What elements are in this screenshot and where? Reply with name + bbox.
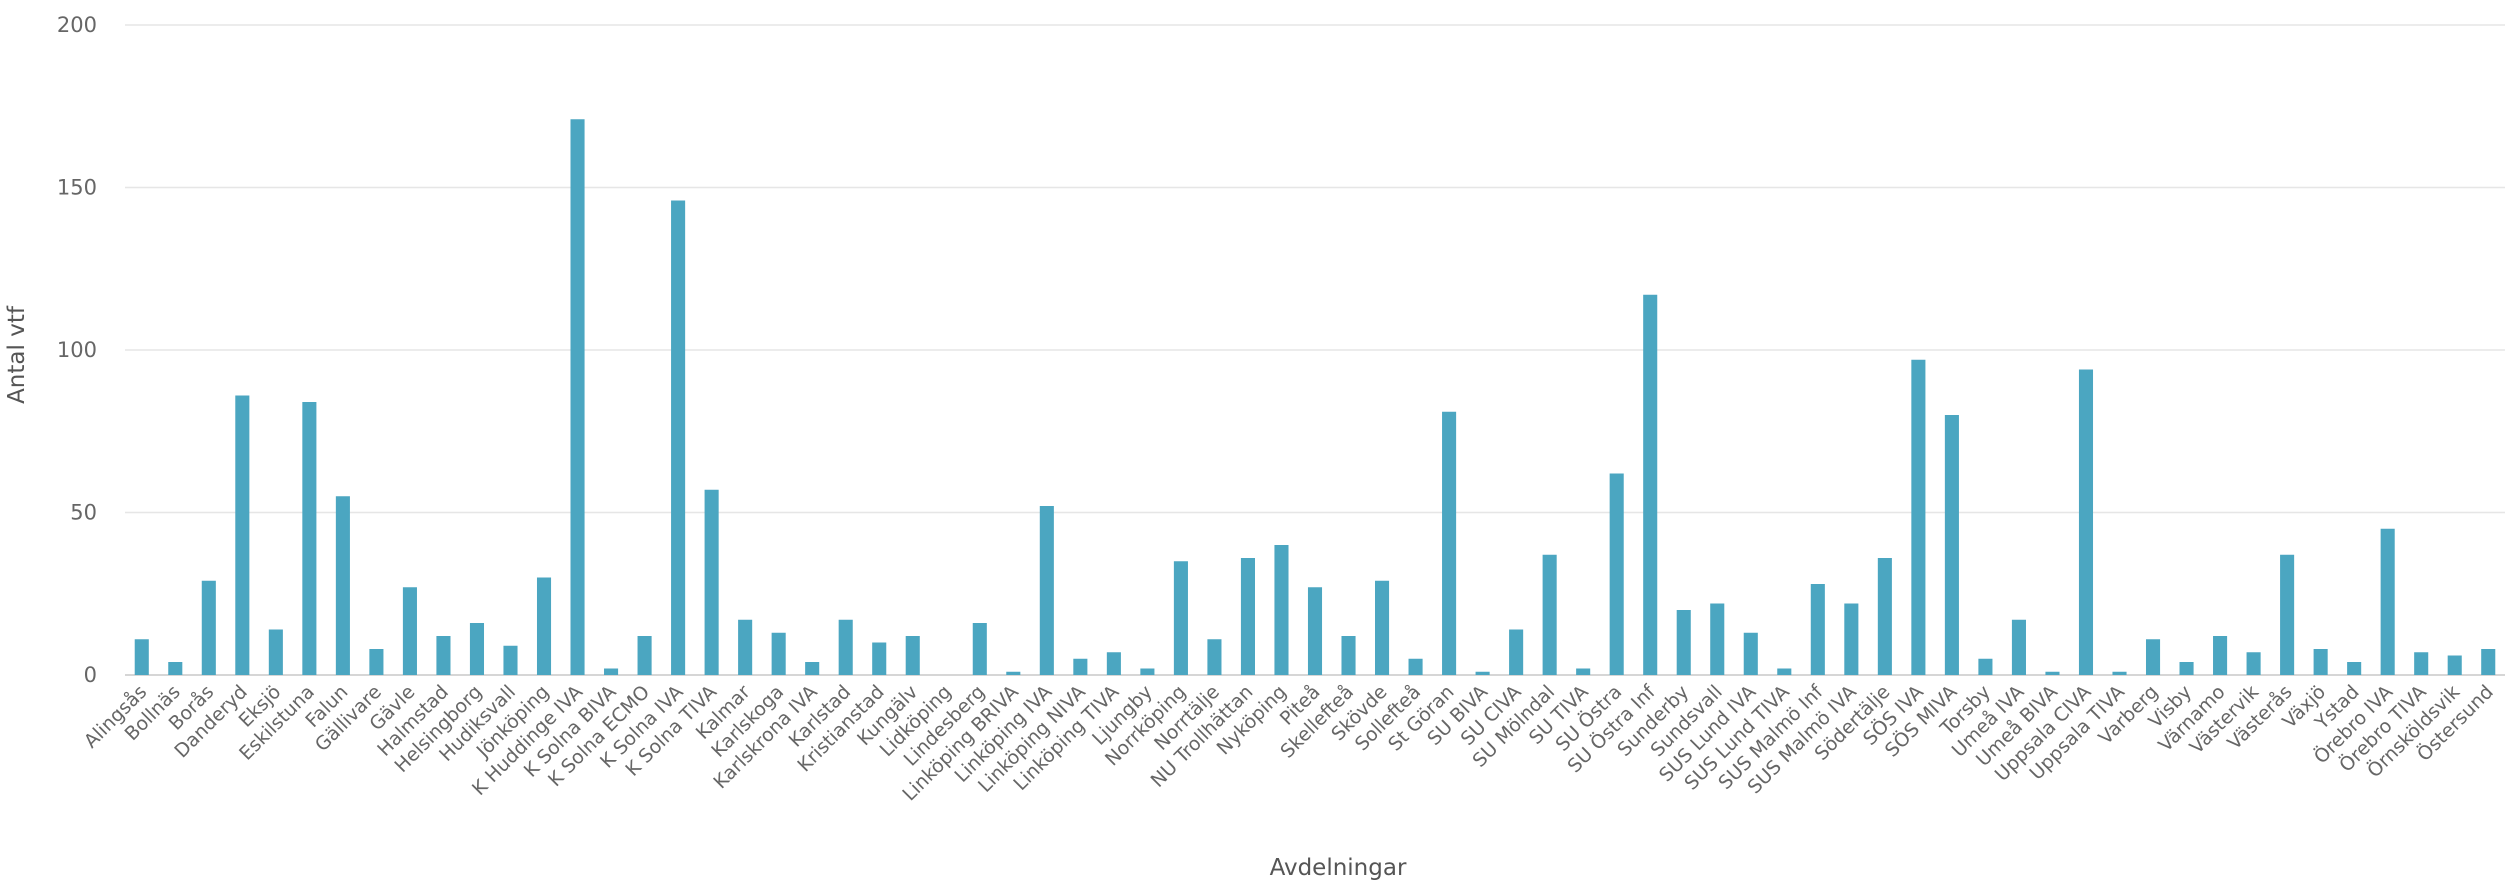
bar	[1207, 639, 1222, 675]
bar	[1173, 561, 1188, 675]
bar	[2313, 649, 2328, 675]
bar	[1676, 610, 1691, 675]
bar	[2447, 655, 2462, 675]
bar	[1073, 658, 1088, 675]
bar	[1743, 632, 1758, 675]
bar	[2011, 619, 2026, 675]
bar	[671, 200, 686, 675]
bar	[402, 587, 417, 675]
bar	[805, 662, 820, 675]
bar	[1911, 359, 1926, 675]
bars	[134, 119, 2496, 675]
bar	[1542, 554, 1557, 675]
bar	[2414, 652, 2429, 675]
bar	[1307, 587, 1323, 675]
bar	[1039, 506, 1054, 675]
bar	[134, 639, 149, 675]
bar	[2280, 554, 2295, 675]
bar	[704, 489, 719, 675]
bar	[1609, 473, 1624, 675]
bar	[1375, 580, 1390, 675]
bar	[604, 668, 619, 675]
bar	[235, 395, 250, 675]
bar	[536, 577, 552, 675]
bar	[503, 645, 518, 675]
bar	[1408, 658, 1423, 675]
bar	[1274, 545, 1289, 675]
y-tick-label: 100	[57, 338, 97, 362]
y-tick-label: 150	[57, 176, 97, 200]
bar	[738, 619, 753, 675]
bar	[2179, 662, 2194, 675]
bar	[2347, 662, 2362, 675]
bar	[302, 402, 317, 675]
bar	[570, 119, 585, 675]
bar	[201, 580, 216, 675]
bar	[905, 636, 920, 675]
bar	[838, 619, 853, 675]
bar	[1643, 294, 1658, 675]
bar	[268, 629, 283, 675]
bar	[2112, 671, 2127, 675]
gridlines	[125, 24, 2505, 676]
y-tick-label: 0	[84, 663, 97, 687]
bar	[972, 623, 987, 675]
bar	[1810, 584, 1825, 675]
bar	[1006, 671, 1021, 675]
bar	[436, 636, 451, 675]
bar	[1341, 636, 1356, 675]
bar	[1576, 668, 1591, 675]
y-axis-title: Antal vtf	[4, 305, 30, 404]
bar	[2380, 528, 2395, 675]
bar	[335, 496, 350, 675]
bar	[1844, 603, 1859, 675]
bar	[469, 623, 485, 675]
bar	[1710, 603, 1725, 675]
bar	[771, 632, 786, 675]
bar	[1978, 658, 1993, 675]
bar	[1106, 652, 1121, 675]
x-axis-title: Avdelningar	[1270, 855, 1407, 881]
bar	[2481, 649, 2496, 675]
y-tick-label: 200	[57, 13, 97, 37]
bar	[2213, 636, 2228, 675]
bar	[872, 642, 887, 675]
bar	[637, 636, 652, 675]
bar	[1509, 629, 1524, 675]
bar	[1140, 668, 1155, 675]
y-tick-label: 50	[70, 501, 97, 525]
bar	[2078, 369, 2094, 675]
bar	[1442, 411, 1457, 675]
bar	[1944, 415, 1959, 675]
bar	[2246, 652, 2261, 675]
bar	[1877, 558, 1892, 675]
bar	[1475, 671, 1490, 675]
y-tick-labels: 0 50 100 150 200	[57, 13, 97, 687]
bar	[168, 662, 183, 675]
x-tick-labels: AlingsåsBollnäsBoråsDanderydEksjöEskilst…	[79, 679, 2498, 805]
bar	[1777, 668, 1792, 675]
bar	[2045, 671, 2060, 675]
bar	[369, 649, 384, 675]
bar	[2145, 639, 2161, 675]
bar	[1240, 558, 1255, 675]
